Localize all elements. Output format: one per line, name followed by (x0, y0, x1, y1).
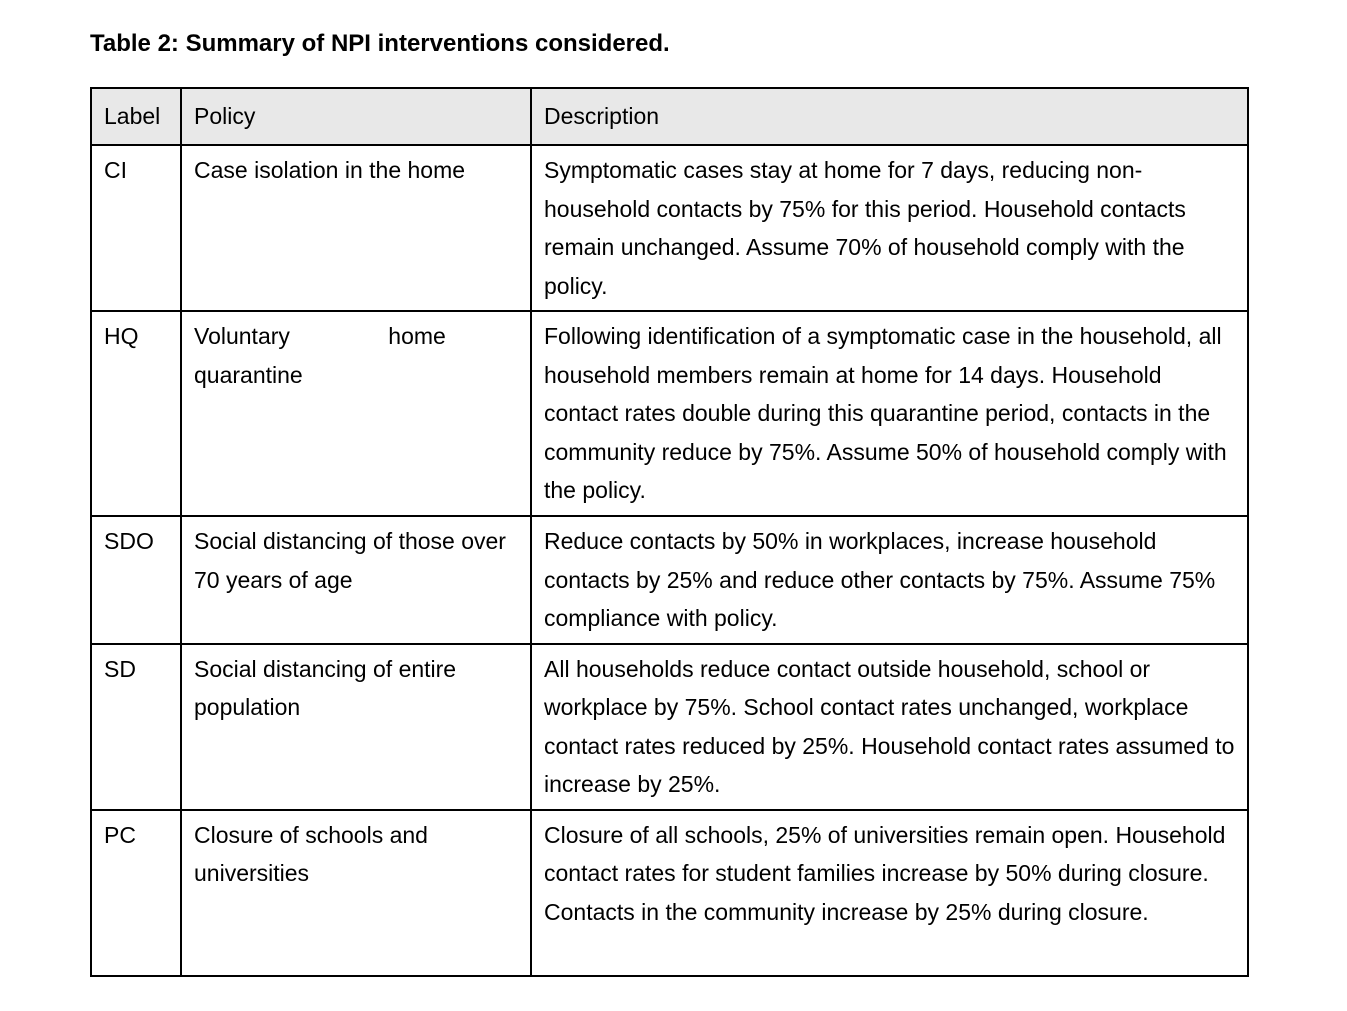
policy-cell: Social distancing of those over 70 years… (180, 515, 532, 645)
description-cell: Following identification of a symptomati… (530, 310, 1249, 517)
label-cell: SD (90, 642, 182, 811)
description-cell: Symptomatic cases stay at home for 7 day… (530, 144, 1249, 312)
npi-interventions-table: Label Policy Description CI Case isolati… (90, 87, 1249, 977)
policy-cell: Voluntary home quarantine (180, 310, 532, 517)
table-row-sd: SD Social distancing of entire populatio… (90, 642, 1249, 811)
table-caption: Table 2: Summary of NPI interventions co… (90, 30, 670, 57)
header-cell-label: Label (90, 87, 182, 146)
description-cell: All households reduce contact outside ho… (530, 642, 1249, 811)
header-cell-description: Description (530, 87, 1249, 146)
description-cell: Reduce contacts by 50% in workplaces, in… (530, 515, 1249, 645)
policy-cell: Closure of schools and universities (180, 808, 532, 977)
page: Table 2: Summary of NPI interventions co… (90, 30, 1249, 977)
table-row-ci: CI Case isolation in the home Symptomati… (90, 144, 1249, 312)
label-cell: HQ (90, 310, 182, 517)
table-row-sdo: SDO Social distancing of those over 70 y… (90, 515, 1249, 645)
label-cell: PC (90, 808, 182, 977)
policy-cell: Social distancing of entire population (180, 642, 532, 811)
policy-cell: Case isolation in the home (180, 144, 532, 312)
label-cell: SDO (90, 515, 182, 645)
header-cell-policy: Policy (180, 87, 532, 146)
label-cell: CI (90, 144, 182, 312)
table-row-pc: PC Closure of schools and universities C… (90, 808, 1249, 977)
header-row: Label Policy Description (90, 87, 1249, 146)
table-row-hq: HQ Voluntary home quarantine Following i… (90, 310, 1249, 517)
description-cell: Closure of all schools, 25% of universit… (530, 808, 1249, 977)
